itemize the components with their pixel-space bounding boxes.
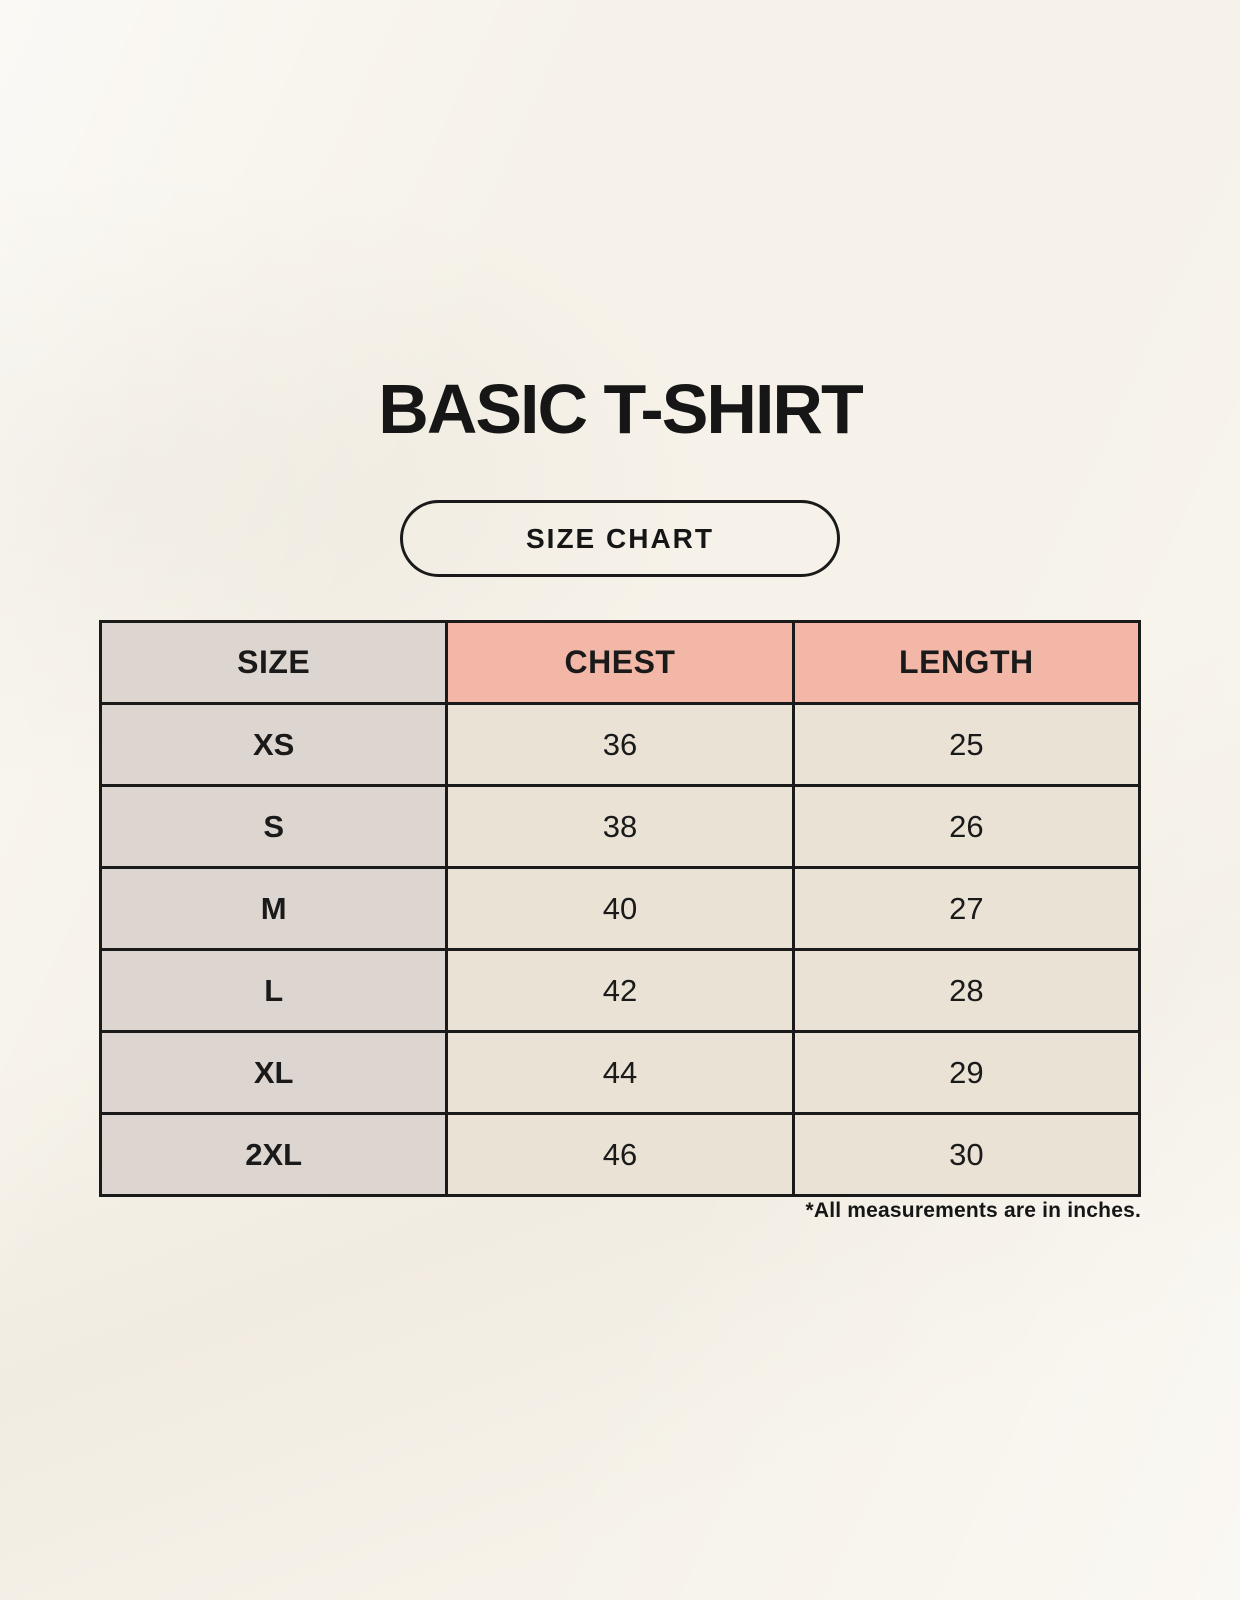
length-value: 28 (791, 948, 1142, 1033)
table-row-l: L 42 28 (98, 948, 1142, 1033)
chest-value: 46 (445, 1112, 795, 1197)
table-row-2xl: 2XL 46 30 (98, 1112, 1142, 1197)
size-label: XS (98, 702, 449, 787)
product-title: BASIC T-SHIRT (378, 370, 863, 448)
length-value: 29 (791, 1030, 1142, 1115)
chest-value: 38 (445, 784, 795, 869)
table-row-m: M 40 27 (98, 866, 1142, 951)
size-label: 2XL (98, 1112, 449, 1197)
size-label: L (98, 948, 449, 1033)
chest-value: 44 (445, 1030, 795, 1115)
length-value: 26 (791, 784, 1142, 869)
column-header-chest: CHEST (445, 620, 795, 705)
table-row-xs: XS 36 25 (98, 702, 1142, 787)
chest-value: 42 (445, 948, 795, 1033)
table-row-xl: XL 44 29 (98, 1030, 1142, 1115)
size-label: XL (98, 1030, 449, 1115)
size-table: SIZE CHEST LENGTH XS 36 25 S 38 26 M 40 … (98, 620, 1142, 1197)
chest-value: 40 (445, 866, 795, 951)
size-label: M (98, 866, 449, 951)
chest-value: 36 (445, 702, 795, 787)
size-chart-badge[interactable]: SIZE CHART (400, 500, 840, 577)
size-chart-badge-label: SIZE CHART (526, 522, 714, 554)
table-header-row: SIZE CHEST LENGTH (98, 620, 1142, 705)
column-header-length: LENGTH (791, 620, 1142, 705)
measurements-footnote: *All measurements are in inches. (805, 1199, 1141, 1222)
size-label: S (98, 784, 449, 869)
length-value: 30 (791, 1112, 1142, 1197)
length-value: 25 (791, 702, 1142, 787)
column-header-size: SIZE (98, 620, 449, 705)
table-row-s: S 38 26 (98, 784, 1142, 869)
length-value: 27 (791, 866, 1142, 951)
